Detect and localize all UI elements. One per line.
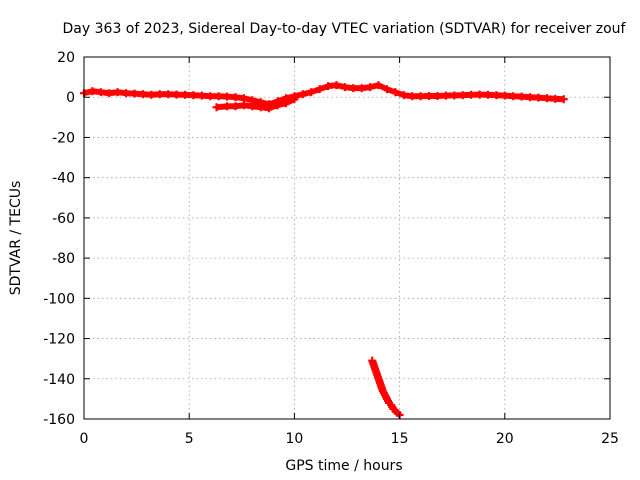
x-tick-label: 10 <box>285 431 303 447</box>
y-tick-label: -100 <box>43 291 75 307</box>
y-tick-label: -140 <box>43 372 75 388</box>
chart-title: Day 363 of 2023, Sidereal Day-to-day VTE… <box>63 21 627 37</box>
data-points <box>80 81 568 419</box>
y-tick-label: 20 <box>57 50 75 66</box>
x-tick-label: 15 <box>391 431 409 447</box>
grid-lines <box>84 57 610 419</box>
x-axis-label: GPS time / hours <box>285 458 402 474</box>
data-point <box>559 95 568 104</box>
data-point <box>290 95 299 104</box>
x-tick-label: 0 <box>80 431 89 447</box>
y-tick-label: -80 <box>52 251 75 267</box>
y-tick-label: 0 <box>66 90 75 106</box>
axis-ticks: 0 5 10 15 20 25 20 0 -20 -40 -60 -80 -100 -120 -140 -16… <box>43 50 619 447</box>
y-tick-label: -40 <box>52 171 75 187</box>
y-axis-label: SDTVAR / TECUs <box>8 181 24 296</box>
y-tick-label: -160 <box>43 412 75 428</box>
y-tick-label: -20 <box>52 130 75 146</box>
y-tick-label: -120 <box>43 332 75 348</box>
x-tick-label: 25 <box>601 431 619 447</box>
y-tick-label: -60 <box>52 211 75 227</box>
x-tick-label: 5 <box>185 431 194 447</box>
x-tick-label: 20 <box>496 431 514 447</box>
plot-frame <box>83 56 611 420</box>
